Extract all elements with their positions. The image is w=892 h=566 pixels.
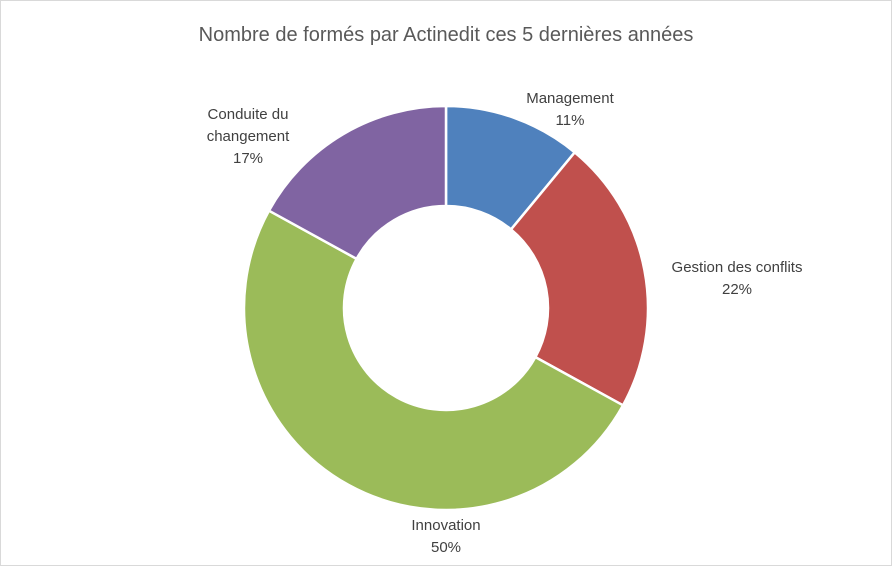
slice-percent-text: 22% xyxy=(722,281,752,298)
labels-group: Management 11% Gestion des conflits 22% Inno… xyxy=(207,90,803,556)
slice-category-text: Gestion des conflits xyxy=(672,259,803,276)
slice-percent-text: 11% xyxy=(556,112,585,129)
slice-innovation[interactable] xyxy=(242,208,625,512)
slice-category-text: changement xyxy=(207,128,290,145)
slice-category-text: Conduite du xyxy=(208,106,289,123)
slice-label-1: Management 11% xyxy=(526,90,614,129)
slice-percent-text: 50% xyxy=(431,539,461,556)
slice-category-text: Innovation xyxy=(411,517,480,534)
slice-conduite-du-changement[interactable] xyxy=(267,104,448,261)
slice-label-4: Conduite du changement 17% xyxy=(207,106,290,167)
slice-category-text: Management xyxy=(526,90,614,107)
slice-percent-text: 17% xyxy=(233,150,263,167)
slice-gestion-des-conflits[interactable] xyxy=(509,150,650,408)
slice-label-2: Gestion des conflits 22% xyxy=(672,259,803,298)
slices-group xyxy=(242,104,650,512)
chart-title: Nombre de formés par Actinedit ces 5 der… xyxy=(199,24,694,46)
slice-label-3: Innovation 50% xyxy=(411,517,480,556)
